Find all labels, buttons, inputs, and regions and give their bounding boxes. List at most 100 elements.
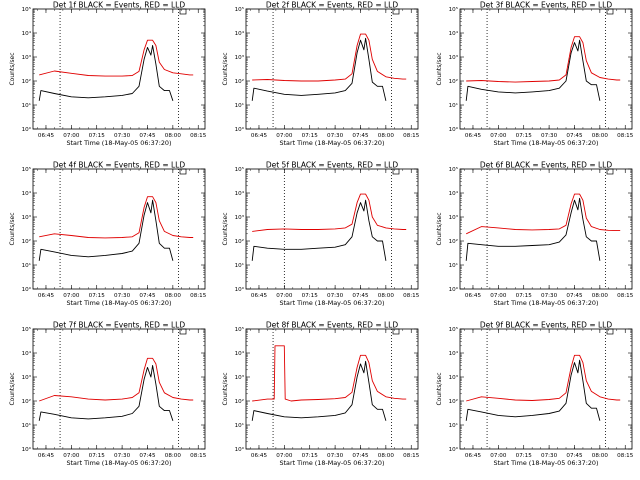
x-axis-label: Start Time (18-May-05 06:37:20) [279,459,384,467]
y-tick-label: 10¹ [235,262,244,269]
y-axis-label: Counts/sec [9,212,16,245]
y-tick-label: 10² [22,78,31,85]
x-axis-label: Start Time (18-May-05 06:37:20) [66,139,171,147]
y-tick-label: 10³ [449,374,458,381]
x-tick-label: 06:45 [465,293,482,299]
y-tick-label: 10¹ [22,102,31,109]
y-tick-label: 10⁵ [235,6,244,13]
plot-frame [32,168,206,290]
x-tick-label: 06:45 [465,453,482,459]
plot-frame [32,8,206,130]
square-marker [606,8,614,15]
y-tick-label: 10³ [22,54,31,61]
y-tick-label: 10⁵ [449,166,458,173]
x-tick-label: 07:15 [516,133,533,139]
x-tick-label: 07:00 [490,293,507,299]
y-tick-label: 10¹ [449,102,458,109]
events-line [465,197,601,261]
plot-frame [32,328,206,450]
x-tick-label: 08:00 [592,293,609,299]
y-axis-label: Counts/sec [9,372,16,405]
x-axis-label: Start Time (18-May-05 06:37:20) [279,299,384,307]
chart-title: Det 2f BLACK = Events, RED = LLD [266,1,399,10]
panel-det-1f: Det 1f BLACK = Events, RED = LLD 10⁰ 10¹ 10… [9,1,207,148]
panel-det-8f: Det 8f BLACK = Events, RED = LLD 10⁰ 10¹ 10… [222,321,420,468]
y-tick-label: 10⁵ [449,326,458,333]
y-tick-label: 10⁴ [449,30,459,37]
x-tick-label: 08:15 [190,293,207,299]
plot-frame [459,8,633,130]
y-tick-label: 10⁰ [449,446,459,453]
y-tick-label: 10⁰ [22,286,32,293]
y-tick-label: 10¹ [449,422,458,429]
y-tick-label: 10² [235,78,244,85]
x-tick-label: 06:45 [251,453,268,459]
x-tick-label: 07:15 [89,293,106,299]
y-tick-label: 10³ [449,214,458,221]
y-tick-label: 10⁰ [449,126,459,133]
x-tick-label: 07:00 [490,453,507,459]
events-line [465,39,601,101]
y-axis-label: Counts/sec [222,52,229,85]
events-line [38,199,174,261]
y-tick-label: 10¹ [235,102,244,109]
x-tick-label: 07:00 [63,293,80,299]
chart-title: Det 8f BLACK = Events, RED = LLD [266,321,399,330]
panel-det-9f: Det 9f BLACK = Events, RED = LLD 10⁰ 10¹ 10… [436,321,634,468]
x-tick-label: 08:00 [592,453,609,459]
y-tick-label: 10⁴ [449,190,459,197]
y-tick-label: 10⁰ [235,446,245,453]
y-tick-label: 10⁴ [22,190,32,197]
x-tick-label: 07:30 [541,453,558,459]
square-marker [606,168,614,175]
x-tick-label: 06:45 [38,293,55,299]
plot-frame [245,8,419,130]
y-tick-label: 10¹ [449,262,458,269]
y-tick-label: 10⁵ [22,326,31,333]
lld-line [252,33,407,82]
x-tick-label: 07:30 [327,453,344,459]
plot-frame [245,328,419,450]
y-tick-label: 10⁵ [235,166,244,173]
panel-det-3f: Det 3f BLACK = Events, RED = LLD 10⁰ 10¹ 10… [436,1,634,148]
square-marker [392,8,400,15]
x-tick-label: 06:45 [38,133,55,139]
x-tick-label: 07:00 [490,133,507,139]
lld-line [466,354,621,402]
x-tick-label: 06:45 [465,133,482,139]
y-tick-label: 10³ [235,374,244,381]
x-tick-label: 07:15 [516,293,533,299]
x-tick-label: 06:45 [251,133,268,139]
x-tick-label: 08:15 [617,293,634,299]
x-axis-label: Start Time (18-May-05 06:37:20) [66,459,171,467]
panel-det-5f: Det 5f BLACK = Events, RED = LLD 10⁰ 10¹ 10… [222,161,420,308]
x-tick-label: 07:15 [302,453,319,459]
y-tick-label: 10¹ [22,262,31,269]
y-tick-label: 10⁴ [235,190,245,197]
square-marker [179,8,187,15]
x-tick-label: 08:15 [403,133,420,139]
chart-title: Det 6f BLACK = Events, RED = LLD [480,161,613,170]
x-axis-label: Start Time (18-May-05 06:37:20) [66,299,171,307]
y-tick-label: 10⁰ [235,286,245,293]
y-tick-label: 10¹ [22,422,31,429]
x-tick-label: 07:45 [139,453,156,459]
y-tick-label: 10⁰ [235,126,245,133]
y-tick-label: 10³ [22,214,31,221]
x-tick-label: 07:45 [566,133,583,139]
chart-title: Det 5f BLACK = Events, RED = LLD [266,161,399,170]
x-tick-label: 08:15 [617,133,634,139]
x-axis-label: Start Time (18-May-05 06:37:20) [279,139,384,147]
y-tick-label: 10⁰ [22,446,32,453]
y-tick-label: 10³ [235,54,244,61]
chart-title: Det 9f BLACK = Events, RED = LLD [480,321,613,330]
x-axis-label: Start Time (18-May-05 06:37:20) [493,139,598,147]
events-line [251,37,387,101]
x-tick-label: 07:45 [139,133,156,139]
x-tick-label: 08:00 [378,293,395,299]
y-tick-label: 10² [449,238,458,245]
x-tick-label: 07:00 [276,293,293,299]
x-tick-label: 07:45 [139,293,156,299]
x-tick-label: 07:30 [114,453,131,459]
